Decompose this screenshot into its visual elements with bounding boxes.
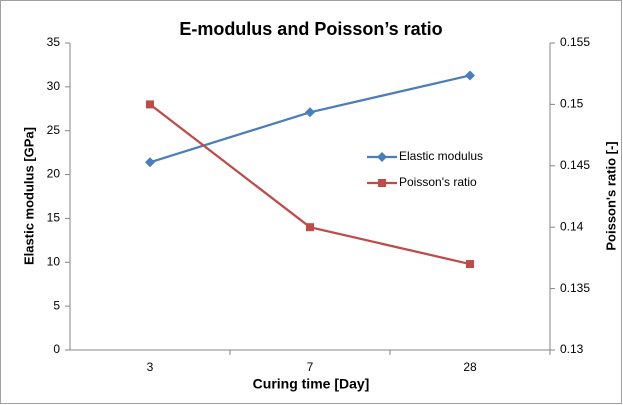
series-marker <box>306 223 314 232</box>
series-marker <box>466 260 474 269</box>
y2-tick-label: 0.145 <box>560 158 590 172</box>
y2-tick-label: 0.155 <box>560 35 590 49</box>
y-tick-label: 35 <box>47 35 61 49</box>
y-tick-label: 30 <box>47 79 61 93</box>
y-tick-label: 10 <box>47 254 61 268</box>
series-marker <box>146 100 154 109</box>
y-tick-label: 0 <box>53 342 60 356</box>
legend-label: Poisson's ratio <box>399 175 477 189</box>
legend-marker <box>377 152 387 162</box>
y2-tick-label: 0.135 <box>560 281 590 295</box>
y-tick-label: 15 <box>47 211 61 225</box>
y2-tick-label: 0.13 <box>560 342 584 356</box>
y2-tick-label: 0.15 <box>560 97 584 111</box>
series-marker <box>145 157 155 168</box>
y-tick-label: 5 <box>53 298 60 312</box>
x-axis-label: Curing time [Day] <box>253 376 370 392</box>
y-tick-label: 20 <box>47 167 61 181</box>
y2-tick-label: 0.14 <box>560 219 584 233</box>
x-tick-label: 3 <box>147 360 154 374</box>
series-marker <box>305 107 315 118</box>
y-axis-label: Elastic modulus [GPa] <box>21 127 36 265</box>
legend-label: Elastic modulus <box>399 149 483 163</box>
legend-marker <box>378 179 386 187</box>
chart-title: E-modulus and Poisson’s ratio <box>179 19 442 39</box>
series-marker <box>465 70 475 81</box>
x-tick-label: 7 <box>307 360 314 374</box>
y-tick-label: 25 <box>47 123 61 137</box>
y2-axis-label: Poisson's ratio [-] <box>603 141 618 250</box>
x-tick-label: 28 <box>463 360 477 374</box>
